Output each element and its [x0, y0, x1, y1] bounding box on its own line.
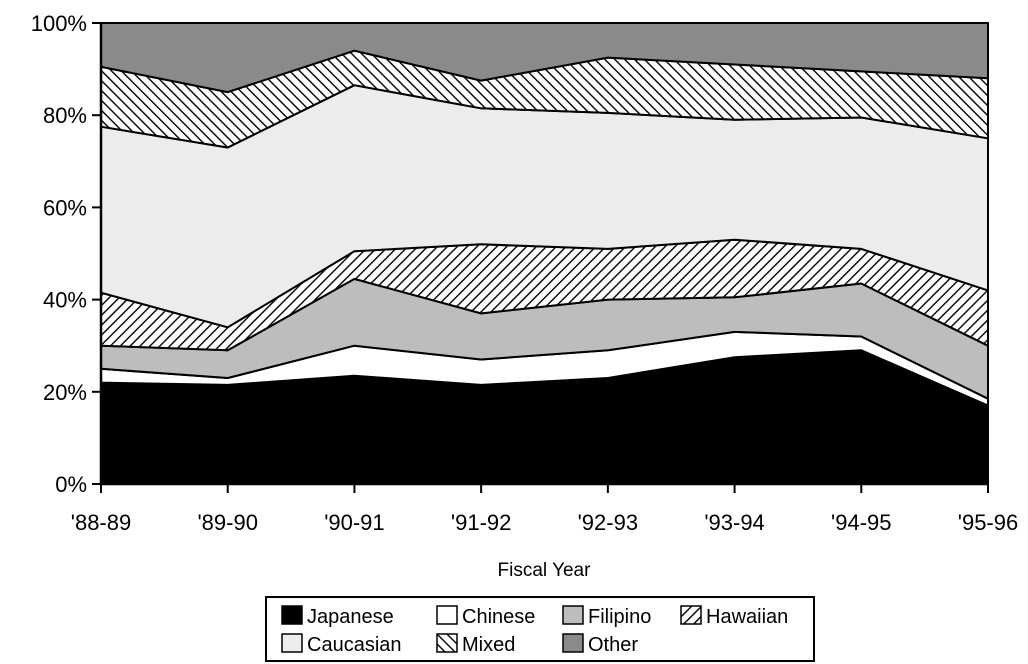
legend-label-mixed: Mixed: [462, 634, 515, 656]
legend-swatch-hawaiian: [680, 605, 702, 625]
legend-swatch-filipino: [562, 605, 584, 625]
legend-swatch-mixed: [436, 633, 458, 653]
legend-label-other: Other: [588, 634, 638, 656]
x-tick-label: '95-96: [958, 510, 1018, 535]
tick-labels: 0% 20% 40% 60% 80% 100% '88-89 '89-90 '90-91 '91-…: [31, 11, 1019, 535]
legend-frame: [265, 596, 815, 662]
y-tick-label: 60%: [43, 195, 87, 220]
x-tick-label: '89-90: [197, 510, 257, 535]
x-tick-label: '88-89: [71, 510, 131, 535]
legend-label-chinese: Chinese: [462, 606, 535, 628]
axes: [92, 22, 989, 493]
y-tick-label: 40%: [43, 288, 87, 313]
x-tick-label: '91-92: [451, 510, 511, 535]
legend-swatch-chinese: [436, 605, 458, 625]
x-axis-title: Fiscal Year: [498, 560, 592, 581]
legend-swatch-caucasian: [281, 633, 303, 653]
y-tick-label: 0%: [55, 472, 87, 497]
legend-label-hawaiian: Hawaiian: [706, 606, 788, 628]
x-tick-label: '92-93: [578, 510, 638, 535]
x-tick-label: '94-95: [831, 510, 891, 535]
area-other: [100, 22, 989, 94]
x-tick-label: '93-94: [704, 510, 764, 535]
legend-swatch-other: [562, 633, 584, 653]
legend-label-caucasian: Caucasian: [307, 634, 402, 656]
legend-swatch-japanese: [281, 605, 303, 625]
y-tick-label: 20%: [43, 380, 87, 405]
legend: Japanese Chinese Filipino Hawaiian Caucasian…: [265, 596, 815, 662]
legend-label-filipino: Filipino: [588, 606, 651, 628]
x-tick-label: '90-91: [324, 510, 384, 535]
area-layers: [100, 22, 989, 485]
y-tick-label: 100%: [31, 11, 87, 36]
y-tick-label: 80%: [43, 103, 87, 128]
legend-label-japanese: Japanese: [307, 606, 394, 628]
